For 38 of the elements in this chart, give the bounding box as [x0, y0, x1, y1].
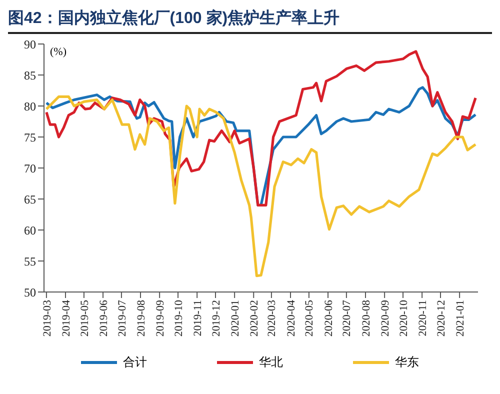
x-tick-label: 2020-09 — [379, 300, 392, 337]
x-tick-label: 2019-06 — [98, 300, 110, 337]
y-tick-label: 55 — [24, 254, 36, 268]
x-tick-label: 2020-05 — [304, 300, 316, 337]
x-tick-label: 2020-01 — [229, 300, 242, 337]
y-tick-label: 85 — [24, 68, 36, 82]
x-tick-label: 2019-03 — [41, 300, 54, 337]
x-tick-label: 2020-06 — [322, 300, 335, 337]
x-tick-label: 2020-07 — [341, 300, 354, 337]
x-tick-label: 2019-08 — [135, 300, 148, 337]
x-tick-label: 2020-02 — [248, 300, 260, 337]
y-axis-title: (%) — [50, 46, 66, 58]
x-tick-label: 2019-04 — [60, 300, 72, 337]
x-tick-label: 2020-04 — [285, 300, 298, 337]
y-tick-label: 70 — [24, 161, 36, 176]
chart-title: 图42：国内独立焦化厂(100 家)焦炉生产率上升 — [8, 8, 492, 34]
y-tick-label: 80 — [24, 99, 36, 114]
x-tick-label: 2020-03 — [266, 300, 278, 337]
y-tick-label: 60 — [24, 223, 36, 238]
legend-label: 华东 — [395, 354, 419, 371]
x-tick-label: 2019-10 — [172, 300, 185, 337]
y-tick-label: 90 — [24, 37, 36, 52]
legend-label: 合计 — [123, 354, 147, 371]
x-tick-label: 2019-11 — [192, 300, 204, 336]
x-tick-label: 2019-12 — [210, 300, 222, 337]
y-tick-label: 50 — [24, 285, 36, 300]
x-tick-label: 2020-12 — [435, 300, 448, 337]
x-tick-label: 2020-11 — [416, 300, 429, 336]
y-tick-label: 75 — [24, 130, 36, 144]
x-tick-label: 2020-08 — [360, 300, 372, 337]
line-series — [45, 95, 477, 278]
x-tick-label: 2019-05 — [78, 300, 91, 337]
legend-label: 华北 — [259, 354, 283, 371]
x-tick-label: 2021-01 — [454, 300, 466, 337]
x-tick-label: 2020-10 — [398, 300, 410, 337]
y-tick-label: 65 — [24, 192, 36, 206]
x-tick-label: 2019-07 — [116, 300, 128, 337]
x-tick-label: 2019-09 — [154, 300, 166, 337]
